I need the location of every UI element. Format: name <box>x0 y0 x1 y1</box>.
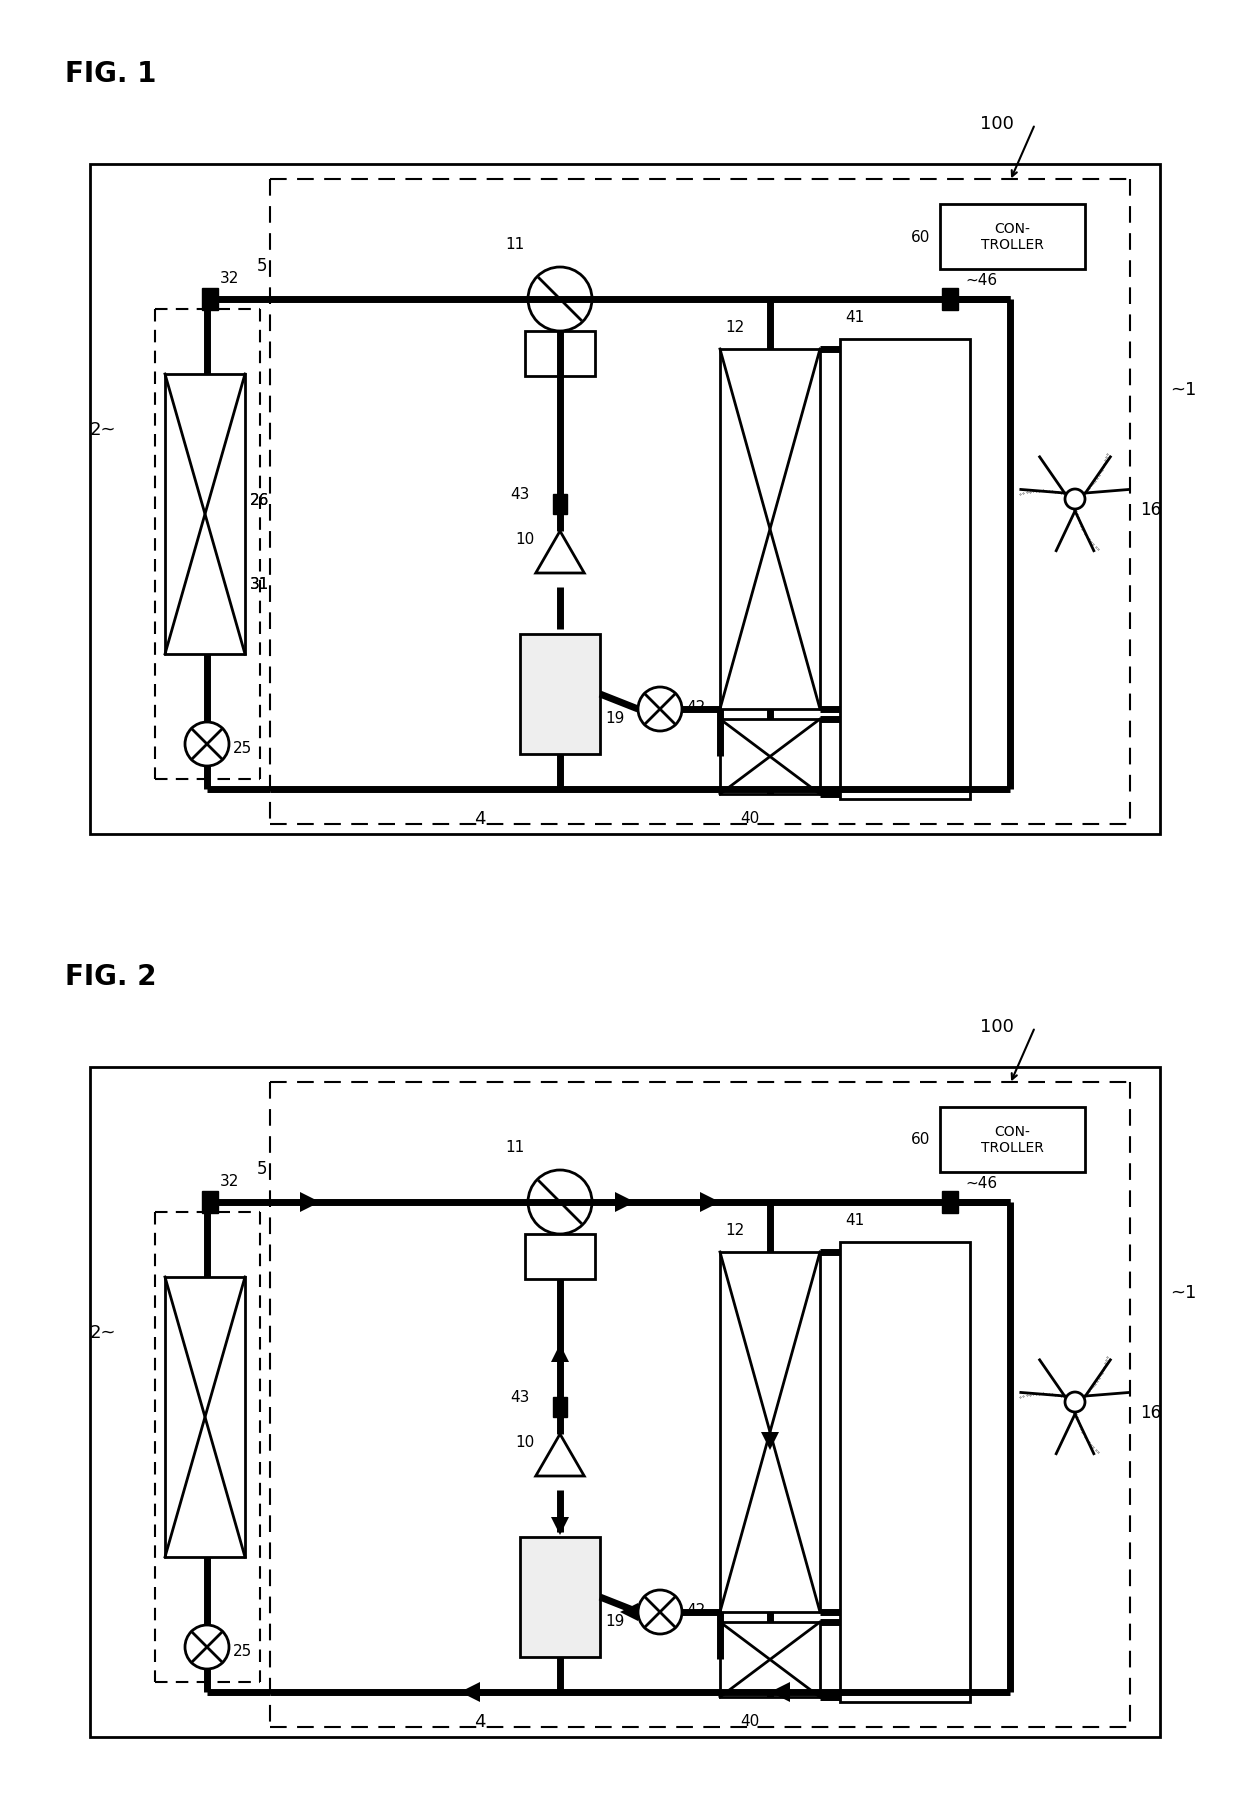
Circle shape <box>528 267 591 332</box>
Text: 16: 16 <box>1140 500 1161 518</box>
Text: 11: 11 <box>505 236 525 253</box>
Text: 40: 40 <box>740 810 759 825</box>
Text: 40: 40 <box>740 1713 759 1727</box>
Polygon shape <box>701 1193 720 1213</box>
Circle shape <box>639 688 682 731</box>
Text: 42: 42 <box>686 700 706 715</box>
Bar <box>720 1623 820 1697</box>
Polygon shape <box>770 1682 790 1702</box>
Text: 26: 26 <box>250 493 269 509</box>
Text: FIG. 2: FIG. 2 <box>64 962 156 991</box>
Bar <box>520 1538 600 1657</box>
Text: 32: 32 <box>219 1173 239 1188</box>
Text: 25: 25 <box>233 742 252 756</box>
Bar <box>520 635 600 754</box>
Text: 60: 60 <box>910 1132 930 1146</box>
Text: 31: 31 <box>250 578 269 592</box>
Text: CON-
TROLLER: CON- TROLLER <box>981 1125 1043 1155</box>
Text: 43: 43 <box>510 1390 529 1404</box>
Bar <box>720 720 820 794</box>
Text: 43: 43 <box>510 487 529 502</box>
Text: 100: 100 <box>980 116 1014 134</box>
Text: 5: 5 <box>257 256 267 274</box>
Bar <box>942 1191 959 1213</box>
Bar <box>165 375 246 655</box>
Text: 19: 19 <box>605 711 625 726</box>
Polygon shape <box>536 532 584 574</box>
Text: 100: 100 <box>980 1018 1014 1036</box>
Bar <box>940 1108 1085 1173</box>
Text: 4: 4 <box>474 1713 486 1729</box>
Text: ~46: ~46 <box>965 273 997 287</box>
Bar <box>940 206 1085 271</box>
Text: 5: 5 <box>257 1159 267 1177</box>
Polygon shape <box>460 1682 480 1702</box>
Text: 2~: 2~ <box>91 421 117 439</box>
Bar <box>525 1235 595 1280</box>
Circle shape <box>1065 1392 1085 1412</box>
Bar <box>202 289 218 310</box>
Text: FIG. 1: FIG. 1 <box>64 60 156 88</box>
Bar <box>839 1242 970 1702</box>
Text: 41: 41 <box>844 1213 864 1227</box>
Text: 32: 32 <box>219 271 239 285</box>
Text: CON-
TROLLER: CON- TROLLER <box>981 222 1043 253</box>
Circle shape <box>1065 489 1085 509</box>
Bar <box>553 495 567 514</box>
Bar <box>720 350 820 709</box>
Text: 31: 31 <box>250 578 269 592</box>
Bar <box>91 164 1159 834</box>
Bar <box>525 332 595 377</box>
Text: 25: 25 <box>233 1644 252 1659</box>
Polygon shape <box>536 1435 584 1476</box>
Text: 11: 11 <box>505 1139 525 1155</box>
Text: 2~: 2~ <box>91 1323 117 1341</box>
Circle shape <box>639 1590 682 1634</box>
Polygon shape <box>551 1345 569 1363</box>
Text: 10: 10 <box>515 1435 534 1449</box>
Text: 16: 16 <box>1140 1402 1161 1421</box>
Bar <box>839 339 970 800</box>
Polygon shape <box>761 1431 779 1449</box>
Text: 41: 41 <box>844 310 864 325</box>
Bar <box>91 1067 1159 1736</box>
Polygon shape <box>620 1603 639 1621</box>
Bar <box>165 1278 246 1558</box>
Text: ~1: ~1 <box>1171 381 1197 399</box>
Text: 42: 42 <box>686 1603 706 1617</box>
Text: 60: 60 <box>910 229 930 244</box>
Text: 12: 12 <box>725 319 744 334</box>
Text: ~1: ~1 <box>1171 1283 1197 1301</box>
Bar <box>553 1397 567 1417</box>
Text: 12: 12 <box>725 1222 744 1236</box>
Bar <box>942 289 959 310</box>
Text: 26: 26 <box>250 493 269 509</box>
Circle shape <box>528 1170 591 1235</box>
Circle shape <box>185 1624 229 1670</box>
Text: 4: 4 <box>474 810 486 827</box>
Text: 19: 19 <box>605 1614 625 1628</box>
Circle shape <box>185 722 229 767</box>
Polygon shape <box>300 1193 320 1213</box>
Polygon shape <box>615 1193 635 1213</box>
Text: ~46: ~46 <box>965 1175 997 1189</box>
Polygon shape <box>551 1518 569 1534</box>
Bar <box>202 1191 218 1213</box>
Text: 10: 10 <box>515 532 534 547</box>
Bar <box>720 1253 820 1612</box>
